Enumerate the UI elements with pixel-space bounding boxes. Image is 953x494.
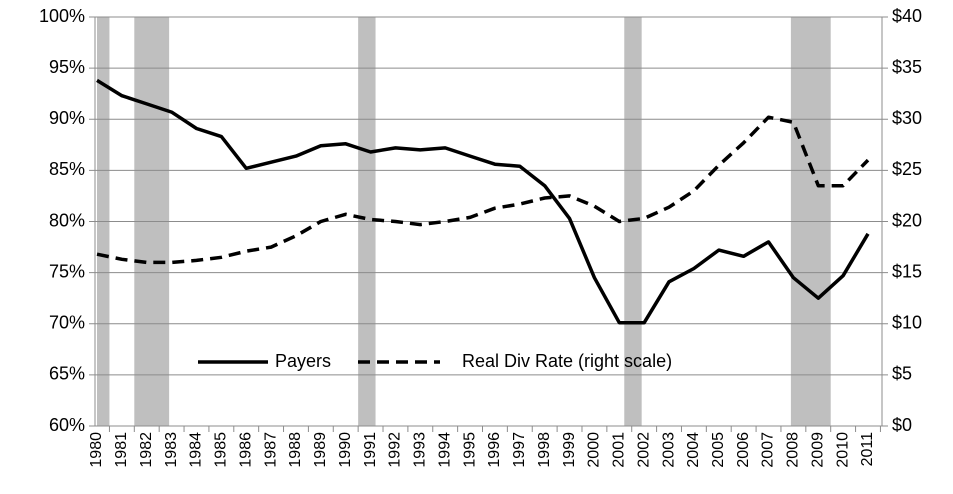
x-tick-label: 1995: [461, 432, 478, 468]
x-tick-label: 1994: [436, 432, 453, 468]
y-tick-label: 75%: [49, 261, 85, 281]
y2-tick-label: $0: [892, 415, 912, 435]
x-tick-label: 1985: [213, 432, 230, 468]
y2-tick-label: $35: [892, 57, 922, 77]
legend-label: Payers: [275, 351, 331, 371]
y-tick-label: 85%: [49, 159, 85, 179]
x-tick-label: 1984: [188, 432, 205, 468]
x-tick-label: 1998: [536, 432, 553, 468]
x-tick-label: 1991: [362, 432, 379, 468]
x-tick-label: 1999: [561, 432, 578, 468]
y2-tick-label: $30: [892, 108, 922, 128]
y-tick-label: 90%: [49, 108, 85, 128]
y-tick-label: 60%: [49, 415, 85, 435]
y-tick-label: 95%: [49, 57, 85, 77]
y2-tick-label: $15: [892, 261, 922, 281]
legend-label: Real Div Rate (right scale): [462, 351, 672, 371]
x-tick-label: 2006: [735, 432, 752, 468]
x-tick-label: 2001: [611, 432, 628, 468]
x-tick-label: 1992: [387, 432, 404, 468]
x-tick-label: 1983: [163, 432, 180, 468]
x-tick-label: 2008: [785, 432, 802, 468]
y2-tick-label: $40: [892, 6, 922, 26]
y2-tick-label: $10: [892, 313, 922, 333]
x-tick-label: 1990: [337, 432, 354, 468]
x-tick-label: 2010: [834, 432, 851, 468]
x-tick-label: 1986: [237, 432, 254, 468]
y2-tick-label: $5: [892, 364, 912, 384]
x-tick-label: 2011: [859, 432, 876, 467]
x-tick-label: 1981: [113, 432, 130, 468]
x-tick-label: 2002: [635, 432, 652, 468]
y-tick-label: 70%: [49, 313, 85, 333]
x-tick-label: 2004: [685, 432, 702, 468]
x-tick-label: 2007: [760, 432, 777, 468]
y-tick-label: 65%: [49, 364, 85, 384]
x-tick-label: 2003: [660, 432, 677, 468]
series-line: [96, 115, 870, 265]
y-tick-label: 100%: [39, 6, 85, 26]
x-tick-label: 2009: [809, 432, 826, 468]
x-tick-label: 1989: [312, 432, 329, 468]
x-tick-label: 1980: [88, 432, 105, 468]
x-tick-label: 1982: [138, 432, 155, 468]
y2-tick-label: $25: [892, 159, 922, 179]
x-tick-label: 1993: [412, 432, 429, 468]
series-line: [96, 78, 870, 325]
x-tick-label: 1987: [262, 432, 279, 468]
y2-tick-label: $20: [892, 210, 922, 230]
x-tick-label: 1997: [511, 432, 528, 468]
x-tick-label: 2005: [710, 432, 727, 468]
x-tick-label: 1988: [287, 432, 304, 468]
x-tick-label: 1996: [486, 432, 503, 468]
y-tick-label: 80%: [49, 210, 85, 230]
x-tick-label: 2000: [586, 432, 603, 468]
